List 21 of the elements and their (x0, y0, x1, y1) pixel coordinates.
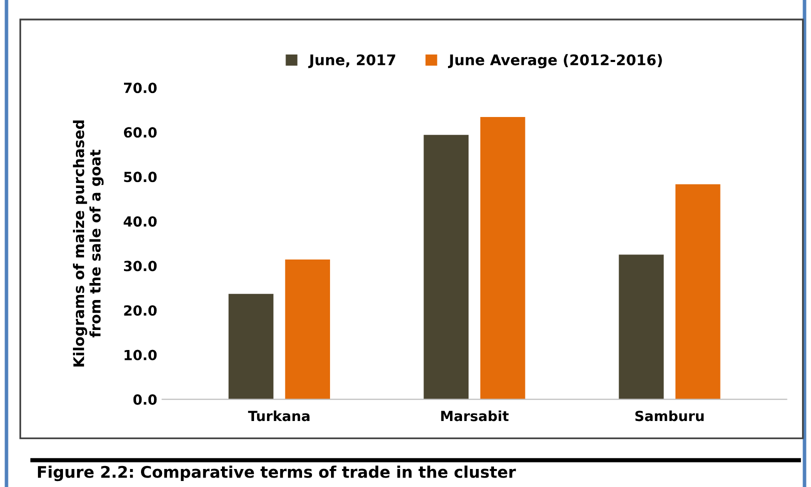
x-tick-label: Marsabit (441, 410, 509, 422)
y-tick-label: 10.0 (124, 350, 157, 360)
x-tick-label: Samburu (635, 410, 704, 422)
caption: Figure 2.2: Comparative terms of trade in the cluster (38, 466, 516, 482)
legend-label: June Average (2012-2016) (448, 54, 662, 68)
y-tick-label: 60.0 (124, 127, 157, 138)
bar (424, 134, 469, 400)
y-tick-label: 70.0 (124, 82, 157, 94)
bar (618, 254, 664, 400)
y-tick-label: 20.0 (124, 305, 157, 316)
bar (228, 294, 274, 400)
bar (285, 260, 330, 400)
y-tick-label: 40.0 (124, 216, 157, 227)
bar (480, 117, 526, 400)
y-tick-label: 30.0 (124, 260, 157, 272)
y-axis-title: Kilograms of maize purchased from the sale of a goat (72, 120, 104, 366)
legend-label: June, 2017 (308, 54, 396, 68)
y-tick-label: 50.0 (124, 172, 157, 182)
x-tick-label: Turkana (248, 410, 310, 422)
y-tick-label: 0.0 (133, 394, 157, 405)
bar (675, 184, 720, 400)
